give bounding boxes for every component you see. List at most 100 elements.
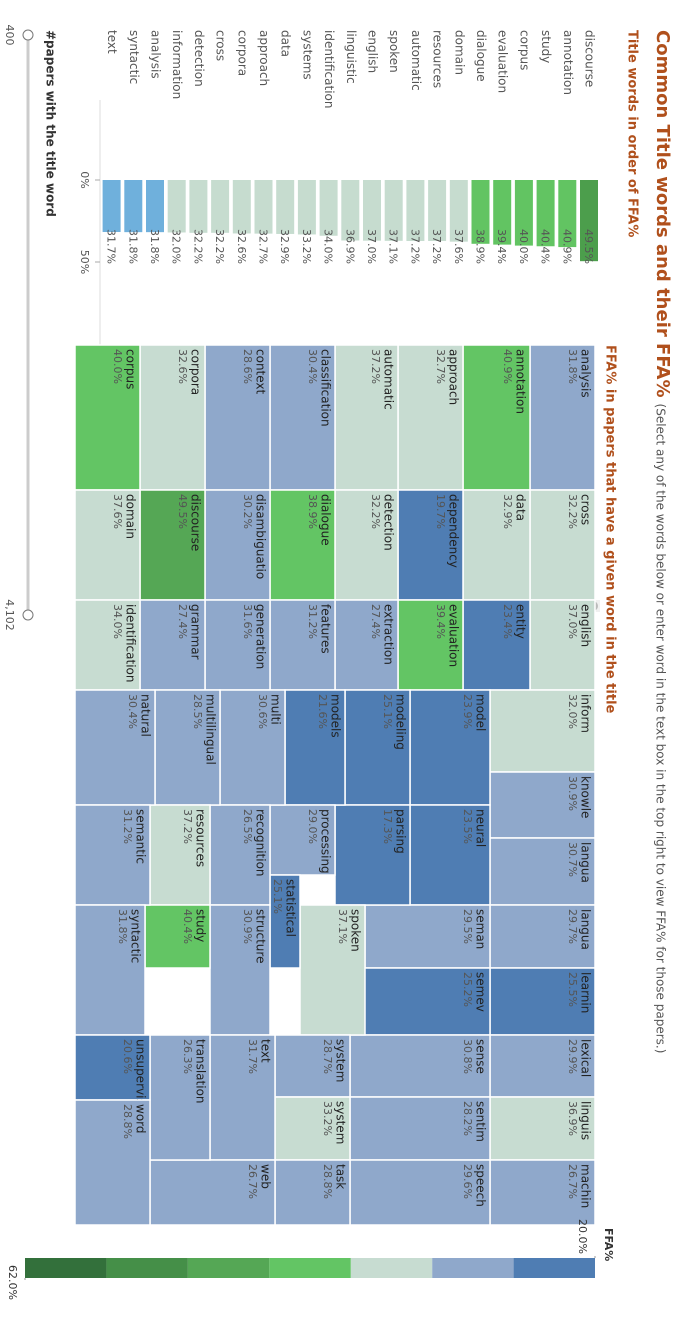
cell-label: dependency (447, 494, 461, 568)
bar (493, 180, 512, 245)
cell-value: 29.7% (566, 909, 579, 944)
bar-label: text (105, 30, 119, 54)
cell-label: linguis (579, 1101, 593, 1140)
cell-label: syntactic (129, 909, 143, 963)
cell-value: 37.6% (111, 494, 124, 529)
bar-value-label: 37.1% (387, 229, 400, 264)
bar-value-label: 37.2% (430, 229, 443, 264)
bar (146, 180, 164, 233)
cell-value: 39.4% (434, 604, 447, 639)
cell-label: english (579, 604, 593, 647)
cell-label: recognition (254, 809, 268, 877)
cell-value: 28.6% (241, 349, 254, 384)
cell-value: 29.9% (566, 1039, 579, 1074)
bar-label: spoken (387, 30, 401, 73)
cell-label: langua (579, 909, 593, 950)
cell-label: discourse (189, 494, 203, 551)
bar (580, 180, 598, 262)
bar-value-label: 39.4% (495, 229, 508, 264)
cell-label: disambiguatio (254, 494, 268, 579)
legend-swatch (350, 1258, 433, 1278)
cell-value: 28.8% (121, 1104, 134, 1139)
cell-label: detection (382, 494, 396, 551)
bar-label: domain (452, 30, 466, 75)
slider-handle[interactable] (22, 29, 34, 41)
bar-label: discourse (583, 30, 597, 87)
x-tick-label: 0% (78, 171, 91, 188)
cell-label: speech (474, 1164, 488, 1207)
cell-label: generation (254, 604, 268, 669)
bar-label: english (366, 30, 380, 73)
cell-value: 29.5% (461, 909, 474, 944)
cell-label: web (259, 1164, 273, 1189)
cell-label: model (474, 694, 488, 731)
cell-label: extraction (382, 604, 396, 665)
bar-label: resources (431, 30, 445, 88)
cell-value: 26.7% (246, 1164, 259, 1199)
cell-value: 17.3% (381, 809, 394, 844)
cell-label: sense (474, 1039, 488, 1074)
bar-value-label: 33.2% (300, 229, 313, 264)
cell-value: 30.8% (461, 1039, 474, 1074)
bar-label: corpus (517, 30, 531, 70)
slider-handle[interactable] (22, 609, 34, 621)
bar-value-label: 31.7% (105, 229, 118, 264)
bar (406, 180, 425, 242)
cell-label: annotation (514, 349, 528, 414)
bar (514, 180, 533, 246)
cell-label: word (134, 1104, 148, 1134)
cell-label: study (194, 909, 208, 942)
subtitle: (Select any of the words below or enter … (654, 404, 668, 1054)
bar-label: analysis (149, 30, 163, 79)
cell-value: 19.7% (434, 494, 447, 529)
bar (449, 180, 468, 242)
bar-value-label: 37.6% (452, 229, 465, 264)
bar-value-label: 31.8% (148, 229, 161, 264)
cell-value: 30.4% (306, 349, 319, 384)
bar (167, 180, 186, 233)
legend-swatch (432, 1258, 514, 1278)
cell-value: 37.1% (336, 909, 349, 944)
bar (276, 180, 295, 234)
bar-label: annotation (561, 30, 575, 95)
cell-label: semev (474, 972, 488, 1012)
cell-value: 23.4% (501, 604, 514, 639)
cell-value: 25.5% (566, 972, 579, 1007)
cell-value: 25.2% (461, 972, 474, 1007)
cell-value: 37.2% (181, 809, 194, 844)
bar-value-label: 40.0% (517, 229, 530, 264)
legend-max-label: 62.0% (6, 1265, 19, 1300)
cell-value: 21.6% (316, 694, 329, 729)
bar-value-label: 32.0% (170, 229, 183, 264)
bar-label: automatic (409, 30, 423, 91)
cell-value: 40.9% (501, 349, 514, 384)
cell-value: 26.5% (241, 809, 254, 844)
bar-label: evaluation (496, 30, 510, 93)
cell-value: 31.8% (566, 349, 579, 384)
bar-value-label: 32.2% (213, 229, 226, 264)
cell-value: 30.2% (241, 494, 254, 529)
cell-value: 31.2% (306, 604, 319, 639)
cell-label: lexical (579, 1039, 593, 1077)
cell-label: langua (579, 842, 593, 883)
cell-label: inform (579, 694, 593, 733)
legend-swatch (187, 1258, 270, 1278)
legend-min-label: 20.0% (576, 1219, 589, 1254)
cell-value: 20.6% (121, 1039, 134, 1074)
cell-value: 28.7% (321, 1039, 334, 1074)
cell-label: text (259, 1039, 273, 1063)
bar (254, 180, 273, 234)
treemap-title: FFA% in papers that have a given word in… (603, 345, 618, 714)
cell-value: 34.0% (111, 604, 124, 639)
cell-value: 37.0% (566, 604, 579, 639)
cell-value: 32.0% (566, 694, 579, 729)
cell-value: 37.2% (369, 349, 382, 384)
cell-value: 32.2% (566, 494, 579, 529)
bar-value-label: 32.2% (191, 229, 204, 264)
cell-value: 38.9% (306, 494, 319, 529)
bar (384, 180, 403, 241)
cell-label: grammar (189, 604, 203, 660)
cell-label: statistical (284, 879, 298, 937)
